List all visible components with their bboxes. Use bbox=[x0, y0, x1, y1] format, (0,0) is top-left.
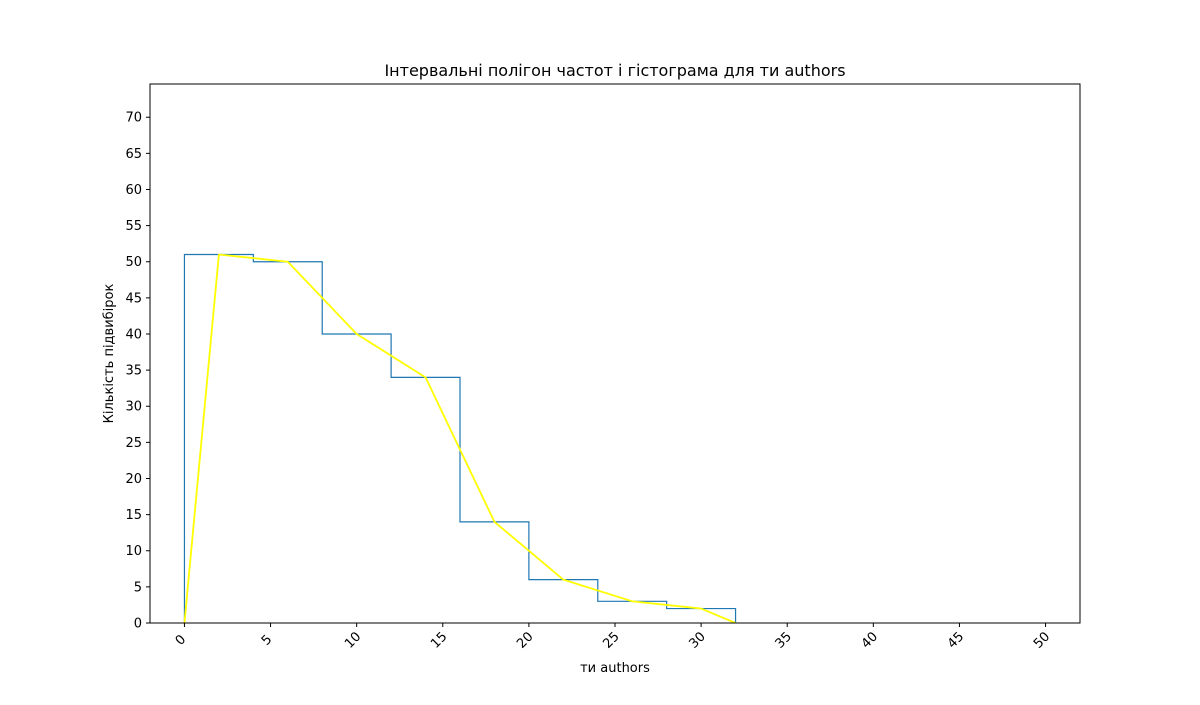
x-tick-label: 15 bbox=[428, 629, 450, 651]
y-tick-label: 15 bbox=[125, 508, 142, 523]
x-tick-label: 45 bbox=[945, 629, 967, 651]
y-tick-label: 50 bbox=[125, 255, 142, 270]
x-axis-ticks: 0 5 10 15 20 25 30 35 40 45 50 bbox=[173, 623, 1053, 652]
frequency-polygon-line bbox=[183, 253, 736, 624]
y-tick-label: 0 bbox=[134, 617, 142, 632]
x-tick-label: 5 bbox=[259, 632, 275, 648]
y-tick-label: 55 bbox=[125, 219, 142, 234]
y-tick-label: 30 bbox=[125, 400, 142, 415]
y-tick-label: 45 bbox=[125, 291, 142, 306]
x-tick-label: 20 bbox=[514, 629, 536, 651]
chart-title: Інтервальні полігон частот і гістограма … bbox=[384, 61, 845, 80]
x-tick-label: 40 bbox=[859, 629, 881, 651]
y-tick-label: 65 bbox=[125, 147, 142, 162]
y-axis-label: Кількість підвибірок bbox=[102, 284, 117, 424]
y-tick-label: 10 bbox=[125, 544, 142, 559]
x-tick-label: 30 bbox=[686, 629, 708, 651]
y-tick-label: 70 bbox=[125, 111, 142, 126]
y-axis-ticks: 0 5 10 15 20 25 30 35 40 45 50 55 60 65 70 bbox=[125, 111, 150, 632]
y-tick-label: 25 bbox=[125, 436, 142, 451]
x-tick-label: 50 bbox=[1031, 629, 1053, 651]
x-tick-label: 10 bbox=[342, 629, 364, 651]
x-tick-label: 25 bbox=[600, 629, 622, 651]
x-axis-label: ти authors bbox=[580, 661, 650, 676]
x-tick-label: 0 bbox=[173, 632, 189, 648]
histogram-step-outline bbox=[183, 253, 737, 623]
plot-area bbox=[183, 253, 737, 624]
y-tick-label: 60 bbox=[125, 183, 142, 198]
plot-frame bbox=[149, 83, 1081, 624]
x-tick-label: 35 bbox=[773, 629, 795, 651]
y-tick-label: 20 bbox=[125, 472, 142, 487]
y-tick-label: 35 bbox=[125, 364, 142, 379]
y-tick-label: 5 bbox=[134, 580, 142, 595]
y-tick-label: 40 bbox=[125, 327, 142, 342]
